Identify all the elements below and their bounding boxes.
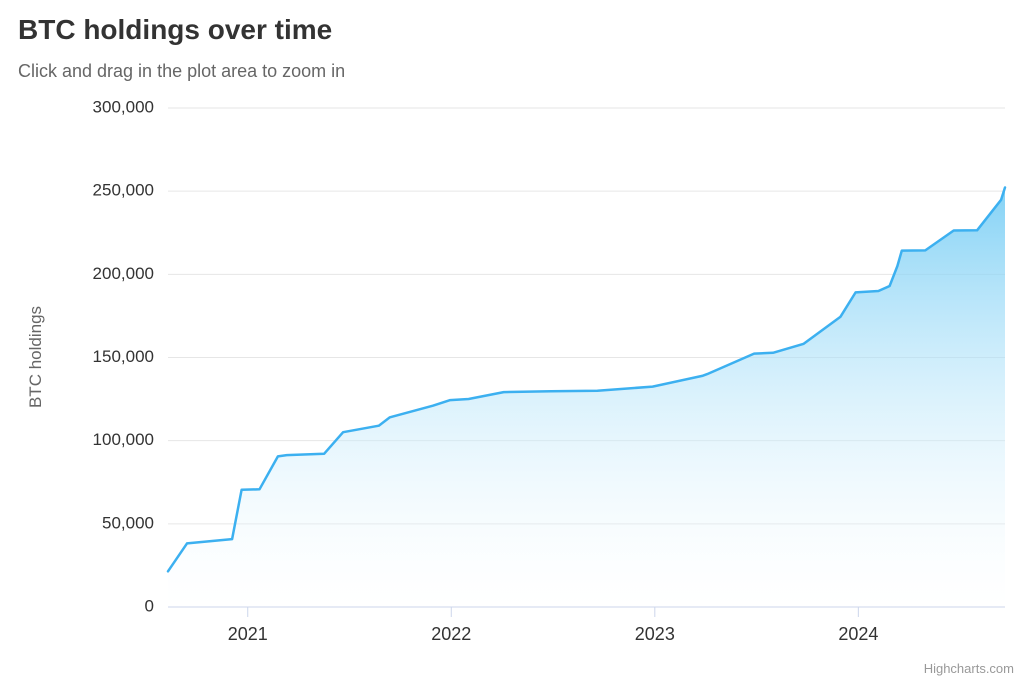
y-tick-label: 0 xyxy=(145,596,154,615)
area-series xyxy=(168,187,1005,607)
highcharts-credits-link[interactable]: Highcharts.com xyxy=(923,661,1014,676)
y-tick-label: 300,000 xyxy=(93,97,154,116)
x-tick-label: 2021 xyxy=(228,624,268,644)
y-tick-label: 50,000 xyxy=(102,513,154,532)
y-tick-label: 200,000 xyxy=(93,264,154,283)
chart-title: BTC holdings over time xyxy=(18,14,333,45)
x-tick-label: 2024 xyxy=(838,624,878,644)
plot-area[interactable] xyxy=(168,108,1005,607)
y-tick-label: 100,000 xyxy=(93,430,154,449)
chart-subtitle: Click and drag in the plot area to zoom … xyxy=(18,61,346,81)
y-tick-label: 250,000 xyxy=(93,181,154,200)
x-tick-label: 2022 xyxy=(431,624,471,644)
series-line xyxy=(166,186,1007,573)
y-tick-label: 150,000 xyxy=(93,347,154,366)
x-tick-label: 2023 xyxy=(635,624,675,644)
